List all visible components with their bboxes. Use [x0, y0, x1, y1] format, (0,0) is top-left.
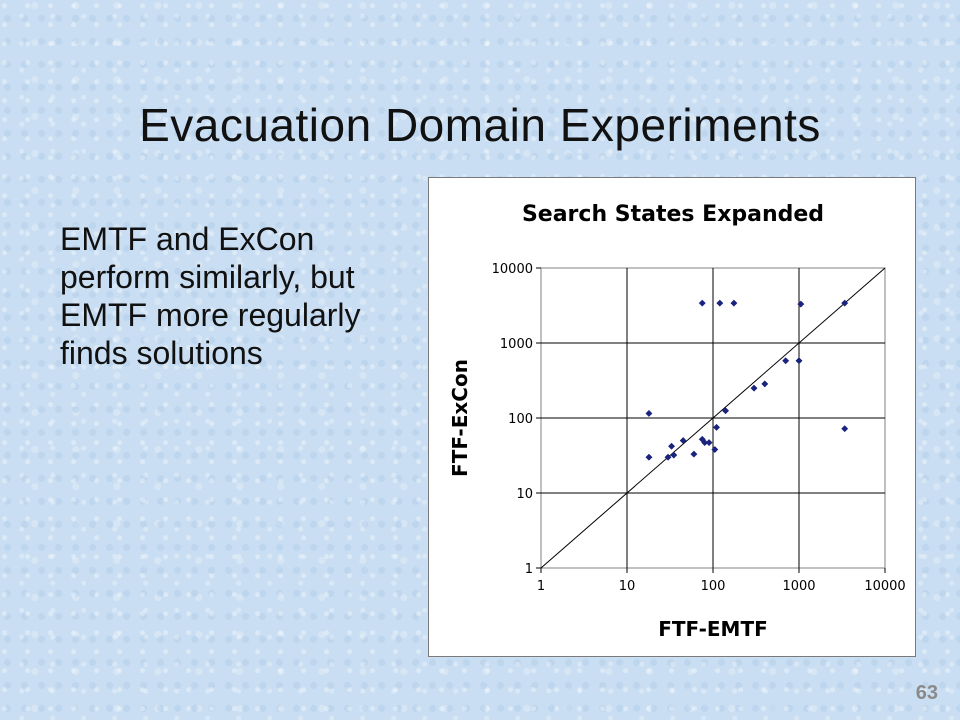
data-point — [841, 425, 849, 433]
x-tick-label: 10000 — [864, 579, 905, 594]
slide-title: Evacuation Domain Experiments — [139, 99, 821, 151]
x-tick-label: 100 — [701, 579, 726, 594]
data-point — [795, 357, 803, 365]
y-tick-label: 1000 — [500, 337, 533, 352]
y-axis-label: FTF-ExCon — [448, 359, 472, 477]
data-point — [698, 299, 706, 307]
data-point — [670, 451, 678, 459]
data-point — [722, 407, 730, 415]
reference-line — [540, 267, 886, 569]
data-point — [797, 300, 805, 308]
data-point — [679, 437, 687, 445]
x-tick-label: 1 — [537, 579, 545, 594]
y-tick-label: 10 — [516, 487, 533, 502]
data-point — [645, 453, 653, 461]
data-point — [782, 357, 790, 365]
x-tick-label: 1000 — [782, 579, 815, 594]
bullet-text: EMTF and ExCon perform similarly, but EM… — [60, 221, 361, 371]
plot-area: 1 10 100 1000 10000 1 10 100 1000 10000 — [492, 262, 906, 594]
data-point — [645, 409, 653, 418]
y-tick-label: 100 — [508, 412, 533, 427]
x-axis-label: FTF-EMTF — [658, 617, 768, 641]
x-tick-label: 10 — [619, 579, 636, 594]
data-point — [761, 380, 769, 388]
scatter-chart: Search States Expanded FTF-EMTF FTF-ExCo… — [428, 177, 916, 657]
data-point — [750, 384, 758, 392]
data-point — [664, 453, 672, 461]
data-point — [713, 423, 721, 431]
data-point — [690, 450, 698, 458]
page-number: 63 — [915, 682, 938, 704]
y-tick-label: 1 — [525, 562, 533, 577]
data-point — [668, 442, 676, 450]
data-point — [841, 299, 849, 307]
y-tick-label: 10000 — [492, 262, 533, 277]
data-point — [716, 299, 724, 307]
data-point — [711, 445, 719, 454]
data-point — [730, 299, 738, 307]
chart-title: Search States Expanded — [522, 202, 824, 227]
data-point — [705, 439, 713, 447]
chart-svg: Search States Expanded FTF-EMTF FTF-ExCo… — [448, 202, 906, 641]
